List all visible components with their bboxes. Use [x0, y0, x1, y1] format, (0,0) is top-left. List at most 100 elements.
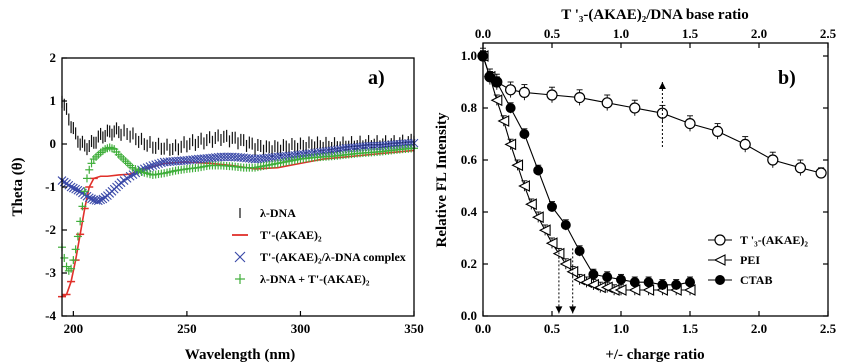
panel-a-data-point [76, 217, 85, 226]
panel-b-chart: 0.0 0.5 1.0 1.5 2.0 2.5 0.0 0.5 1.0 1.5 2.0 2.5 0.0 0… [434, 7, 837, 363]
panel-a-x-tick-label: 350 [404, 321, 424, 336]
panel-b-data-point [628, 284, 641, 296]
panel-b-data-point [518, 86, 531, 99]
panel-b-data-point [794, 162, 807, 174]
panel-b-data-point [545, 237, 558, 250]
panel-b-arrow-head [569, 306, 577, 314]
panel-b-legend-marker-1 [713, 254, 726, 266]
panel-b-arrow-1 [569, 248, 577, 314]
panel-a-data-point [84, 193, 94, 203]
panel-b-x-tick-label: 2.5 [820, 321, 837, 336]
panel-b-y-tick-label: 1.0 [461, 48, 477, 63]
panel-b-y-tick-label: 0.6 [461, 152, 478, 167]
panel-b-y-tick-label: 0.4 [461, 204, 478, 219]
panel-b-data-point [815, 167, 827, 179]
panel-a-y-tick-label: 2 [50, 50, 57, 65]
panel-b-data-point [657, 279, 668, 290]
panel-b-y-tick-label: 0.8 [461, 100, 478, 115]
panel-b-data-point [602, 272, 613, 282]
panel-a-legend-label-2: T'-(AKAE)₂/λ-DNA complex [260, 250, 406, 264]
panel-b-data-point [574, 246, 585, 256]
panel-b-data-point [684, 117, 696, 130]
panel-a-data-point [73, 232, 82, 241]
panel-b-data-point [559, 258, 572, 270]
panel-a-data-point [148, 161, 158, 170]
panel-a-y-tick-label: -1 [45, 179, 56, 194]
panel-b-legend-label-1: PEI [740, 253, 760, 267]
panel-b-y-axis-title: Relative FL Intensity [434, 112, 450, 247]
panel-a-legend-label-1: T'-(AKAE)₂ [260, 228, 322, 242]
panel-b-data-point [683, 284, 696, 296]
panel-a-data-point [71, 245, 80, 254]
panel-a-data-point [66, 182, 76, 192]
panel-b-data-point [519, 129, 530, 139]
panel-b-top-tick-label: 1.0 [613, 26, 629, 41]
panel-b-frame [482, 42, 829, 317]
panel-a-data-point [87, 159, 96, 168]
panel-a-data-point [69, 256, 78, 265]
panel-b-top-tick-label: 0.0 [475, 26, 491, 41]
panel-b-top-tick-label: 2.0 [751, 26, 767, 41]
panel-b-data-point [504, 138, 517, 151]
panel-b-data-point [614, 284, 627, 296]
panel-a-data-marks [57, 95, 419, 298]
panel-a-data-point [154, 159, 163, 169]
panel-a-x-tick-label: 200 [64, 321, 84, 336]
panel-b-x-tick-label: 1.0 [613, 321, 629, 336]
panel-a-data-point [151, 160, 161, 170]
panel-b-data-marks [476, 47, 827, 314]
panel-b-data-point [685, 277, 695, 288]
panel-b-legend-marker-2 [715, 275, 725, 285]
panel-b-label: b) [778, 67, 796, 89]
panel-b-data-point [601, 97, 613, 109]
panel-b-data-point [484, 71, 495, 82]
panel-a-data-point [82, 174, 91, 183]
panel-b-series-line [482, 55, 822, 174]
panel-a-data-point [93, 196, 103, 206]
panel-a-legend: λ-DNA T'-(AKAE)₂ T'-(AKAE)₂/λ-DNA complex λ… [232, 206, 406, 286]
panel-b-data-point [711, 125, 724, 137]
panel-b-top-tick-label: 0.5 [544, 26, 561, 41]
panel-a-data-point [71, 184, 81, 194]
panel-b-x-tick-label: 2.0 [751, 321, 767, 336]
panel-a-y-tick-label: -4 [45, 308, 56, 323]
panel-a-y-tick-label: -2 [45, 222, 56, 237]
panel-b-x-tick-label: 1.5 [682, 321, 699, 336]
panel-b-data-point [505, 84, 517, 96]
panel-b-data-point [560, 220, 571, 230]
panel-a-y-axis-title: Theta (θ) [10, 157, 26, 216]
panel-b-data-point [518, 180, 530, 192]
panel-b-series-0 [477, 47, 827, 179]
panel-b-data-point [546, 89, 558, 101]
panel-b-data-point [533, 165, 544, 176]
panel-b-top-axis-title: T '₃-(AKAE)₂/DNA base ratio [561, 7, 748, 23]
panel-b-data-point [490, 94, 503, 107]
panel-a-label: a) [368, 67, 385, 89]
panel-b-data-point [511, 159, 524, 172]
panel-a-legend-label-0: λ-DNA [260, 206, 296, 220]
panel-b-data-point [505, 103, 516, 113]
panel-b-data-point [643, 277, 654, 288]
panel-a-data-point [145, 162, 155, 171]
panel-b-data-point [767, 154, 779, 166]
panel-b-x-axis-title: +/- charge ratio [605, 347, 704, 363]
panel-b-data-point [671, 279, 682, 290]
panel-b-data-point [497, 115, 510, 127]
panel-a-data-point [68, 183, 78, 193]
panel-a-legend-marker-3 [235, 274, 245, 284]
panel-b-data-point [547, 201, 557, 212]
panel-b-data-point [629, 277, 640, 288]
panel-a-x-tick-label: 250 [177, 321, 197, 336]
panel-a-ticks: 200 250 300 350 2 1 0 -1 -2 -3 -4 [45, 50, 424, 336]
panel-a-data-point [96, 195, 105, 205]
panel-a-y-tick-label: 1 [50, 93, 57, 108]
panel-a-data-point [80, 187, 89, 196]
panel-b-series-2 [478, 50, 695, 290]
panel-b-y-tick-label: 0.2 [461, 256, 477, 271]
panel-a-x-axis-title: Wavelength (nm) [185, 347, 295, 363]
panel-a-legend-label-3: λ-DNA + T'-(AKAE)₂ [260, 272, 370, 286]
panel-b-arrow-head [555, 306, 563, 314]
panel-b-y-tick-label: 0.0 [461, 308, 477, 323]
panel-b-x-tick-label: 0.5 [544, 321, 561, 336]
